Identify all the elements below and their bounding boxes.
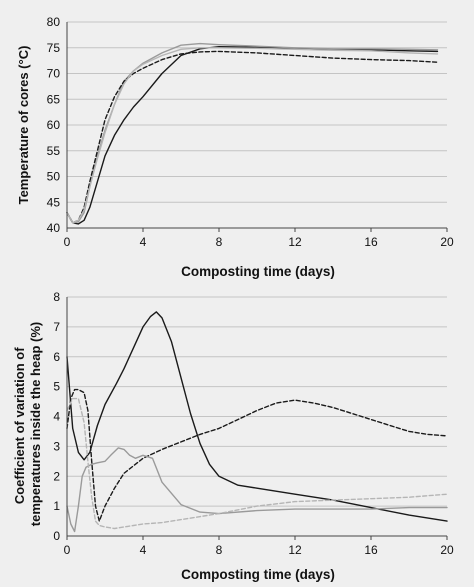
cv-series-1-line: [66, 311, 448, 522]
temperature-x-tick-label: 12: [288, 235, 302, 249]
temperature-x-ticks: 0 4 8 12 16 20: [64, 235, 454, 249]
temperature-y-tick-label: 40: [47, 221, 61, 235]
temperature-y-tick-label: 70: [47, 67, 61, 81]
cv-y-tick-label: 2: [53, 469, 60, 483]
cv-x-ticks: 0 4 8 12 16 20: [64, 543, 454, 557]
cv-series-2-line: [66, 388, 448, 522]
temperature-y-tick-label: 50: [47, 170, 61, 184]
cv-y-tick-label: 3: [53, 439, 60, 453]
cv-x-tick-label: 0: [64, 543, 71, 557]
cv-y-axis-label-line-2: temperatures inside the heap (%): [28, 322, 43, 526]
temperature-x-tick-label: 4: [140, 235, 147, 249]
temperature-y-tick-label: 80: [47, 15, 61, 29]
cv-y-tick-label: 7: [53, 320, 60, 334]
temperature-chart: 40 45 50 55 60 65 70 75 80 0 4 8 12 16 20 Composting …: [16, 15, 454, 279]
cv-x-tick-label: 20: [440, 543, 454, 557]
cv-series-3-line: [66, 447, 448, 533]
cv-x-tick-label: 4: [140, 543, 147, 557]
temperature-y-tick-label: 45: [47, 195, 61, 209]
temperature-y-tick-label: 55: [47, 144, 61, 158]
cv-grid: [67, 296, 447, 537]
temperature-series-2-line: [66, 42, 439, 224]
cv-y-axis-label: Coefficient of variation of temperatures…: [12, 322, 43, 526]
cv-series-4-line: [66, 397, 448, 530]
temperature-y-tick-label: 65: [47, 92, 61, 106]
cv-y-tick-label: 5: [53, 380, 60, 394]
cv-y-tick-label: 0: [53, 529, 60, 543]
cv-y-tick-label: 4: [53, 410, 60, 424]
temperature-x-tick-label: 16: [364, 235, 378, 249]
cv-y-axis-label-line-1: Coefficient of variation of: [12, 347, 27, 504]
temperature-series: [66, 42, 439, 225]
cv-y-tick-label: 8: [53, 290, 60, 304]
temperature-y-tick-label: 60: [47, 118, 61, 132]
cv-x-tick-label: 12: [288, 543, 302, 557]
cv-series: [66, 311, 448, 533]
cv-x-tick-label: 16: [364, 543, 378, 557]
cv-y-tick-label: 1: [53, 499, 60, 513]
cv-y-tick-label: 6: [53, 350, 60, 364]
temperature-axes: [66, 22, 448, 232]
cv-x-axis-label: Composting time (days): [181, 567, 335, 582]
temperature-y-axis-label: Temperature of cores (°C): [16, 46, 31, 205]
cv-x-tick-label: 8: [216, 543, 223, 557]
temperature-x-tick-label: 0: [64, 235, 71, 249]
temperature-x-tick-label: 8: [216, 235, 223, 249]
temperature-x-axis-label: Composting time (days): [181, 264, 335, 279]
cv-axes: [66, 297, 448, 540]
temperature-y-ticks: 40 45 50 55 60 65 70 75 80: [47, 15, 61, 235]
temperature-series-4-line: [66, 47, 439, 224]
cv-y-ticks: 0 1 2 3 4 5 6 7 8: [53, 290, 60, 543]
temperature-series-3-line: [66, 50, 439, 224]
temperature-x-tick-label: 20: [440, 235, 454, 249]
temperature-y-tick-label: 75: [47, 41, 61, 55]
